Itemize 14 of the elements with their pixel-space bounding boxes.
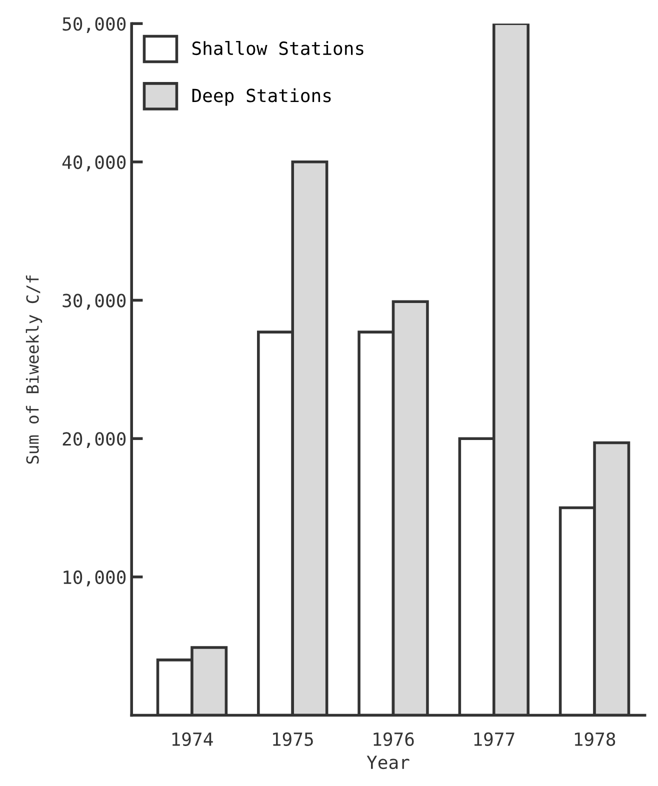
x-tick-label: 1975 [273,732,313,746]
x-tick-label: 1977 [474,732,514,746]
y-axis-title: Sum of Biweekly C/f [26,275,42,464]
y-tick-label: 30,000 [62,294,126,310]
x-tick-label: 1976 [374,732,414,746]
y-tick-label: 50,000 [62,17,126,34]
x-axis-title: Year [366,756,410,770]
y-tick-label: 40,000 [62,155,126,172]
y-tick-label: 20,000 [62,432,126,448]
x-tick-label: 1974 [172,732,213,746]
legend-label: Deep Stations [192,88,331,106]
legend-label: Shallow Stations [192,41,364,56]
x-tick-label: 1978 [574,732,616,746]
y-tick-label: 10,000 [64,570,126,586]
